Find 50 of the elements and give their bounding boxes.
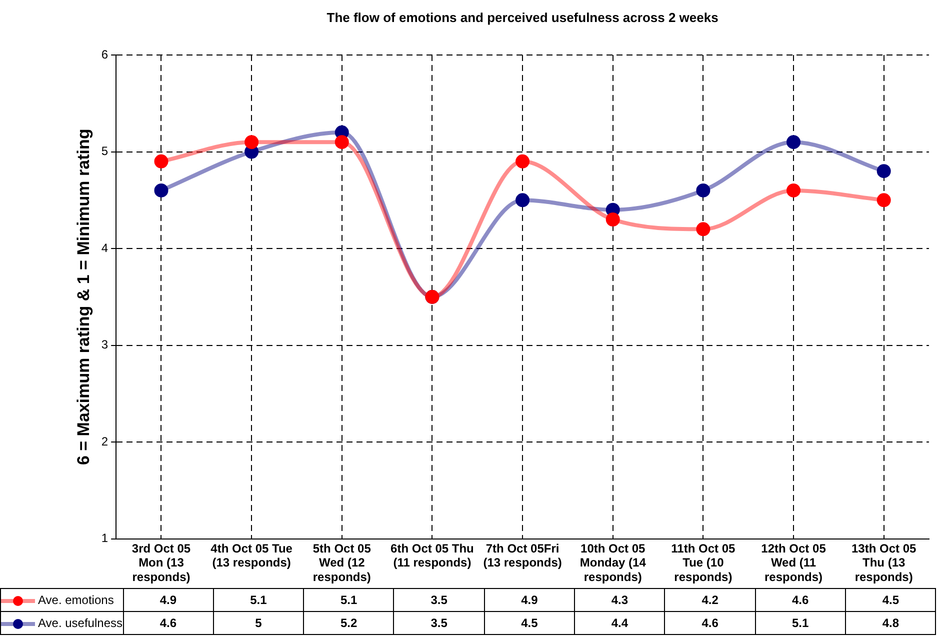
x-tick-label: 4th Oct 05 Tue (13 responds) [210,541,293,570]
y-axis-title: 6 = Maximum rating & 1 = Minimum rating [74,128,93,466]
point [516,154,530,168]
point [606,212,620,226]
x-tick-label: 12th Oct 05 Wed (11 responds) [761,541,826,584]
data-label: 4.6 [664,612,756,634]
x-tick-label: 11th Oct 05 Tue (10 responds) [671,541,736,584]
y-tick-label: 5 [101,144,108,158]
x-tick-label: 7th Oct 05Fri (13 responds) [483,541,562,570]
data-label: 4.6 [123,612,214,634]
data-label: 5.1 [213,588,304,612]
legend-label: Ave. emotions [0,588,123,612]
data-label: 4.5 [484,612,575,634]
y-tick-label: 6 [101,47,108,62]
legend-label: Ave. usefulness [0,612,123,634]
data-label: 4.9 [123,588,214,612]
data-label: 4.3 [574,588,665,612]
chart-title: The flow of emotions and perceived usefulness across 2 weeks [326,10,718,25]
y-tick-label: 3 [101,338,108,352]
point [244,135,259,150]
data-label: 4.6 [755,588,846,612]
point [786,183,801,198]
data-label: 3.5 [394,588,484,612]
point [876,164,891,178]
point [876,193,891,208]
x-tick-label: 5th Oct 05 Wed (12 responds) [312,541,372,584]
x-tick-label: 13th Oct 05 Thu (13 responds) [851,541,917,584]
data-label: 3.5 [394,612,484,634]
x-tick-label: 10th Oct 05 Monday (14 responds) [580,541,646,584]
point [334,135,349,150]
data-label: 4.4 [574,612,665,634]
point [154,154,168,168]
point [786,135,801,150]
data-label: 4.9 [484,588,575,612]
data-label: 5.1 [304,588,394,612]
data-label: 5 [213,612,304,634]
point [696,222,710,236]
data-label: 4.2 [664,588,756,612]
point [516,193,530,208]
point [154,183,168,198]
data-label: 5.2 [304,612,394,634]
point [696,183,710,198]
data-label: 5.1 [755,612,846,634]
data-label: 4.8 [846,612,936,634]
y-tick-label: 2 [101,434,108,448]
x-tick-label: 3rd Oct 05 Mon (13 responds) [132,541,191,584]
x-tick-label: 6th Oct 05 Thu (11 responds) [390,541,474,570]
y-tick-label: 4 [101,240,108,255]
y-tick-label: 1 [101,531,108,546]
data-label: 4.5 [846,588,936,612]
